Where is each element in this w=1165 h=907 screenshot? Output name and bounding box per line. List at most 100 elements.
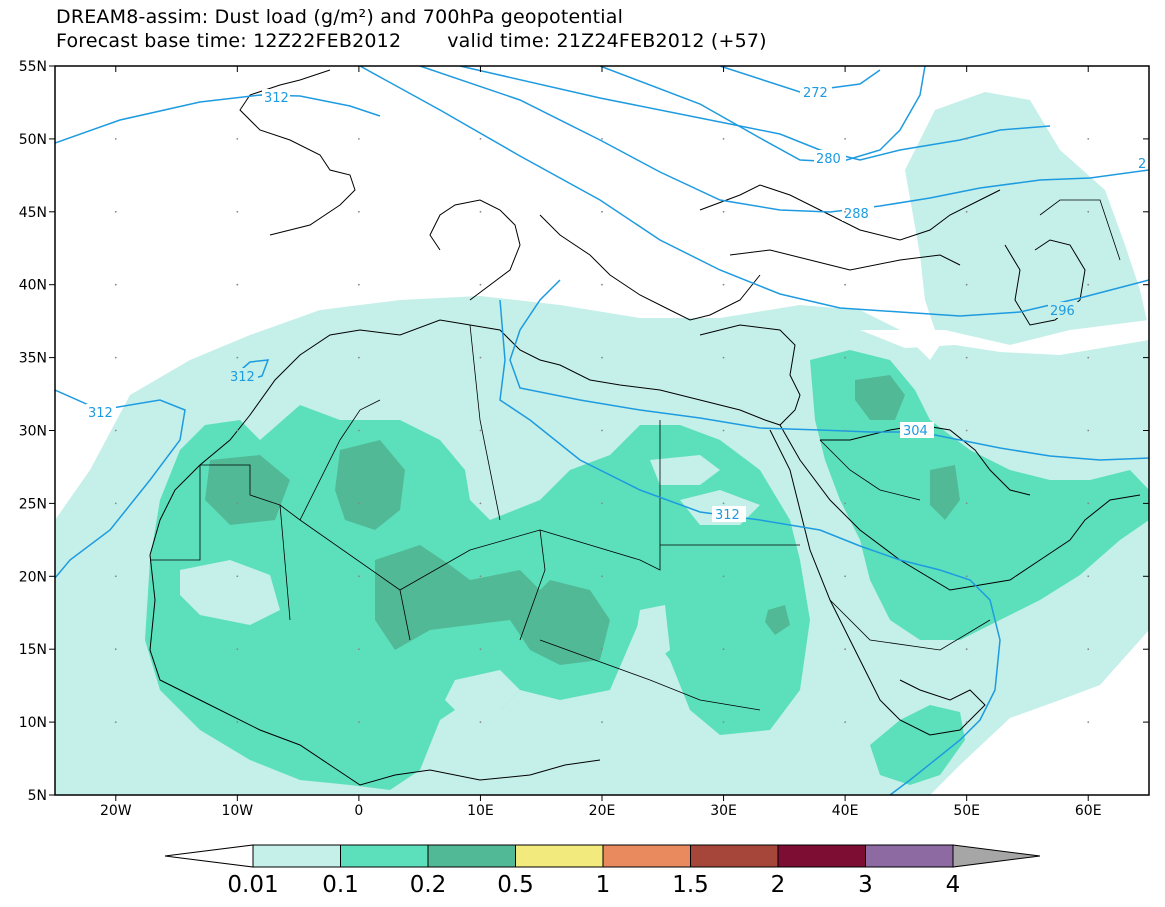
lat-tick-label: 30N	[19, 424, 47, 440]
grid-dot	[236, 356, 239, 359]
grid-dot	[114, 283, 117, 286]
grid-dot	[601, 648, 603, 651]
grid-dot	[479, 575, 482, 578]
contour-label-288: 288	[844, 207, 869, 222]
grid-dot	[479, 721, 482, 723]
map-field: 312 272 280 288 296 304 312 312 312 2	[55, 66, 1149, 795]
colorbar-label: 2	[770, 872, 786, 898]
grid-dot	[722, 210, 725, 213]
contour-label-312-west: 312	[88, 406, 113, 421]
contour-label-box	[262, 89, 290, 105]
coastlines	[149, 69, 1141, 786]
dust-hole-3	[650, 455, 720, 485]
colorbar-left-arrow	[164, 844, 254, 868]
colorbar-boxes	[252, 844, 954, 868]
colorbar-box	[427, 844, 516, 868]
lon-tick-label: 20E	[589, 803, 616, 819]
grid-dot	[601, 283, 603, 286]
grid-dot	[844, 138, 847, 140]
grid-dot	[357, 429, 360, 432]
colorbar-label: 1	[595, 872, 611, 898]
grid-dot	[1087, 721, 1090, 723]
grid-dot	[236, 575, 239, 578]
grid-dot	[722, 283, 725, 286]
lat-tick-label: 50N	[19, 132, 47, 148]
grid-dot	[236, 138, 239, 140]
axis-ticks: 20W 10W 0 10E 20E 30E 40E 50E 60E 55N 50N 45N 40N 35N…	[19, 59, 1149, 819]
dust-region-dark-2	[335, 440, 405, 530]
grid-dot	[965, 575, 968, 578]
colorbar-box	[865, 844, 954, 868]
dust-hole-1	[180, 560, 280, 625]
dust-region-medium-horn	[870, 705, 965, 785]
contour-label-box	[228, 368, 258, 384]
grid-dot	[722, 648, 725, 651]
lon-tick-label: 0	[354, 803, 363, 819]
grid-dot	[1087, 648, 1090, 651]
forecast-base-time: Forecast base time: 12Z22FEB2012	[56, 30, 402, 52]
colorbar-box	[515, 844, 604, 868]
lat-tick-label: 55N	[19, 59, 47, 75]
colorbar-box	[602, 844, 691, 868]
grid-dot	[1087, 210, 1090, 213]
grid-dot	[1087, 575, 1090, 578]
grid-dot	[722, 429, 725, 432]
grid-dot	[965, 210, 968, 213]
grid-dot	[1087, 429, 1090, 432]
dust-region-dark-5	[930, 465, 960, 520]
lat-tick-label: 40N	[19, 278, 47, 294]
grid-dot	[236, 648, 239, 651]
grid-dot	[722, 721, 725, 723]
colorbar-right-arrow	[952, 844, 1041, 868]
grid-dot	[479, 283, 482, 286]
grid-dot	[114, 138, 117, 140]
contour-label-box	[712, 506, 746, 522]
colorbar-box	[777, 844, 866, 868]
contour-label-box	[800, 84, 832, 100]
grid-dot	[844, 283, 847, 286]
grid-dot	[479, 502, 482, 505]
lon-tick-label: 50E	[953, 803, 980, 819]
colorbar-label: 4	[945, 872, 961, 898]
lon-tick-label: 10W	[221, 803, 253, 819]
grid-dot	[479, 356, 482, 359]
grid-dot	[357, 356, 360, 359]
grid-dot	[1087, 138, 1090, 140]
contour-label-272: 272	[803, 86, 828, 101]
colorbar-box	[252, 844, 341, 868]
colorbar-box	[340, 844, 429, 868]
lon-tick-label: 20W	[100, 803, 132, 819]
grid-dot	[601, 210, 603, 213]
grid-dot	[965, 283, 968, 286]
contour-label-box	[900, 422, 934, 438]
grid-dot	[601, 356, 603, 359]
grid-dot	[965, 356, 968, 359]
grid-dot	[357, 210, 360, 213]
contour-label-304: 304	[903, 424, 928, 439]
grid-dot	[236, 283, 239, 286]
grid-dot	[357, 502, 360, 505]
lat-tick-label: 5N	[28, 788, 47, 804]
dust-region-dark-3	[375, 545, 610, 665]
grid-dot	[357, 721, 360, 723]
grid-dot	[844, 721, 847, 723]
grid-dot	[722, 575, 725, 578]
grid-dot	[479, 210, 482, 213]
contour-label-312-north: 312	[264, 91, 289, 106]
grid-dot	[844, 210, 847, 213]
grid-dot	[965, 721, 968, 723]
grid-dot	[114, 210, 117, 213]
dust-hole-4	[635, 605, 670, 665]
grid-dot	[1087, 356, 1090, 359]
grid-dot	[236, 721, 239, 723]
lon-tick-label: 40E	[832, 803, 859, 819]
country-borders	[150, 199, 1121, 711]
grid-dot	[357, 138, 360, 140]
grid-dot	[965, 502, 968, 505]
grid-dot	[1087, 502, 1090, 505]
grid-dots	[114, 138, 1090, 723]
grid-dot	[1087, 283, 1090, 286]
dust-free-gap	[860, 320, 1149, 355]
grid-dot	[114, 356, 117, 359]
grid-dot	[965, 138, 968, 140]
